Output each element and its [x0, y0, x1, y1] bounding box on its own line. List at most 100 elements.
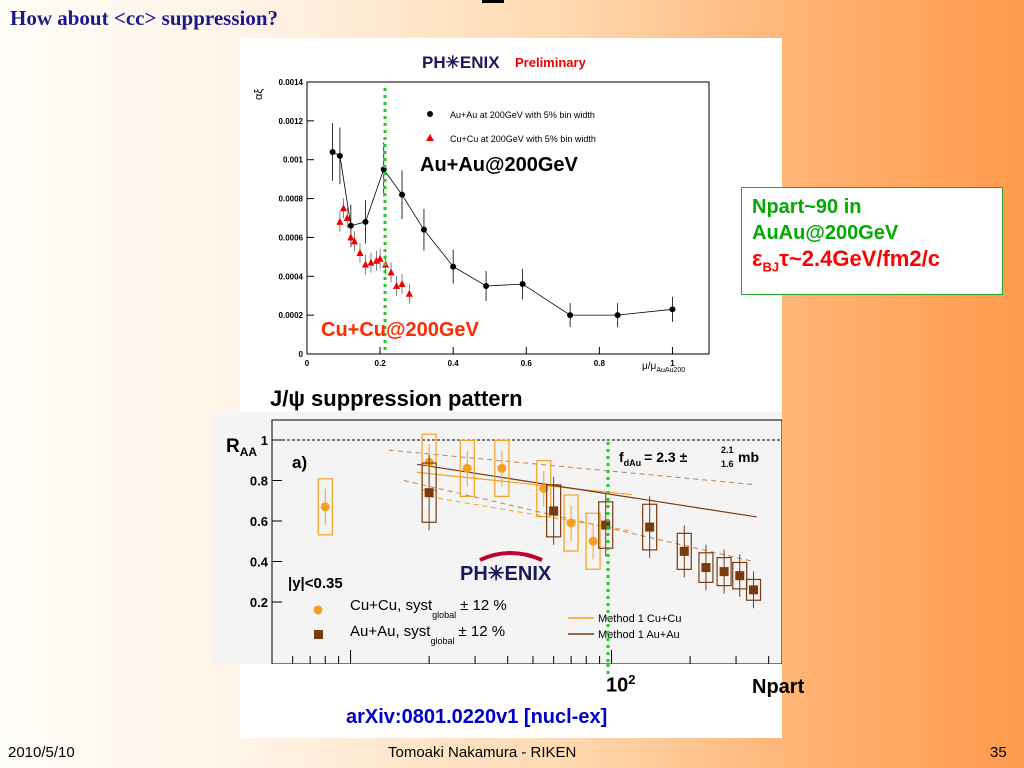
top-y-tick-label: 0.001	[283, 156, 304, 165]
top-x-ticks: 0 0.2 0.4 0.6 0.8 1	[305, 347, 675, 368]
info-line-3: εBJτ~2.4GeV/fm2/c	[752, 246, 940, 275]
arxiv-reference: arXiv:0801.0220v1 [nucl-ex]	[346, 706, 608, 728]
top-x-axis-label: μ/μAuAu200	[642, 361, 685, 374]
cucu-point	[398, 280, 406, 288]
cucu-label: Cu+Cu@200GeV	[321, 319, 479, 341]
top-x-tick-label: 0.8	[594, 359, 606, 368]
phenix-logo-bottom: PH✳ENIX	[460, 563, 552, 585]
auau-point	[614, 312, 621, 319]
x-tick-100: 102	[606, 672, 636, 697]
cucu-syst-box	[536, 459, 552, 518]
top-y-tick-label: 0.0008	[279, 195, 304, 204]
cucu-point	[497, 463, 507, 473]
rapidity-cut: |y|<0.35	[288, 575, 343, 592]
panel-label: a)	[292, 453, 307, 472]
legend-cucu-text: Cu+Cu at 200GeV with 5% bin width	[450, 134, 596, 144]
auau-point	[567, 312, 574, 319]
npart-axis-label: Npart	[752, 676, 805, 698]
top-data-series	[329, 123, 676, 328]
page-number: 35	[990, 744, 1007, 761]
bottom-y-tick-label: 0.6	[250, 514, 268, 529]
cucu-point	[387, 268, 395, 276]
section-title: J/ψ suppression pattern	[270, 386, 523, 411]
top-y-tick-label: 0	[299, 350, 304, 359]
auau-point	[424, 488, 434, 498]
preliminary-tag: Preliminary	[515, 55, 587, 70]
cucu-point	[462, 463, 472, 473]
bottom-y-axis-label: RAA	[226, 436, 257, 459]
cucu-point	[393, 282, 401, 289]
cucu-point	[566, 518, 576, 528]
cucu-point	[347, 233, 355, 241]
top-y-tick-label: 0.0004	[279, 272, 304, 281]
cucu-point	[336, 217, 344, 225]
fdau-lower: 1.6	[721, 459, 734, 469]
legend-auau-marker	[427, 111, 433, 117]
legend-cucu-marker	[426, 134, 434, 141]
auau-label: Au+Au@200GeV	[420, 154, 578, 176]
model-mid-dashed	[403, 480, 754, 562]
legend-auau-bottom: Au+Au, systglobal± 12 %	[350, 623, 505, 646]
model-curves	[388, 449, 757, 562]
auau-point	[329, 148, 336, 155]
fdau-label: fdAu = 2.3 ±	[619, 449, 688, 468]
cucu-point	[372, 256, 380, 264]
top-y-tick-label: 0.0002	[279, 311, 304, 320]
cucu-syst-box	[494, 439, 510, 497]
top-y-ticks: 0.0014 0.0012 0.001 0.0008 0.0006 0.0004 0.000…	[279, 78, 314, 359]
top-x-tick-label: 0.4	[448, 359, 460, 368]
top-plot-frame	[306, 81, 710, 355]
cucu-syst-box	[585, 512, 601, 570]
cucu-point	[320, 502, 330, 512]
method-cucu-text: Method 1 Cu+Cu	[598, 613, 681, 625]
phenix-logo-top: PH✳ENIX	[422, 53, 500, 72]
legend-cucu-marker-bottom	[313, 605, 323, 615]
cucu-point	[356, 248, 364, 256]
cucu-point	[343, 214, 351, 221]
top-y-tick-label: 0.0012	[279, 117, 304, 126]
auau-point	[399, 191, 406, 198]
auau-point	[450, 263, 457, 270]
legend-auau-text: Au+Au at 200GeV with 5% bin width	[450, 110, 595, 120]
top-x-tick-label: 0.2	[375, 359, 387, 368]
cucu-point	[340, 204, 348, 212]
cucu-point	[405, 289, 413, 297]
top-plot-panel	[240, 38, 782, 381]
bottom-data-series	[317, 433, 762, 609]
phenix-logo-arc	[479, 551, 543, 562]
top-x-tick-label: 1	[670, 359, 675, 368]
cucu-syst-box	[459, 439, 475, 497]
cucu-point	[539, 484, 549, 494]
cucu-syst-box	[563, 494, 579, 552]
alpha-xi-plot: PH✳ENIX Preliminary αξ 0.00140.00120.001…	[253, 53, 710, 374]
cucu-syst-box	[317, 478, 333, 536]
auau-point	[645, 522, 655, 532]
slide-title: How about <cc> suppression?	[10, 6, 279, 30]
auau-point	[549, 506, 559, 516]
legend-auau-marker-bottom	[314, 630, 323, 639]
npart-info-box: Npart~90 in AuAu@200GeV εBJτ~2.4GeV/fm2/…	[741, 187, 1003, 295]
cucu-point	[588, 536, 598, 546]
bottom-y-tick-label: 0.4	[250, 555, 269, 570]
info-line-1: Npart~90 in	[752, 196, 862, 218]
fdau-upper: 2.1	[721, 445, 734, 455]
cucu-point	[361, 260, 369, 268]
top-x-tick-label: 0.6	[521, 359, 533, 368]
auau-point	[483, 283, 490, 289]
auau-point	[420, 226, 427, 233]
auau-point	[519, 281, 526, 288]
legend-cucu-bottom: Cu+Cu, systglobal± 12 %	[350, 597, 507, 620]
auau-point	[719, 567, 729, 577]
bottom-y-ticks: 1 0.8 0.6 0.4 0.2	[250, 433, 282, 610]
bottom-y-tick-label: 0.8	[250, 474, 268, 489]
bottom-plot-frame	[271, 419, 782, 664]
bottom-y-tick-label: 1	[261, 433, 268, 448]
auau-point	[362, 218, 369, 225]
fdau-unit: mb	[738, 449, 759, 465]
footer-author: Tomoaki Nakamura - RIKEN	[388, 744, 577, 761]
model-upper-dashed	[388, 449, 754, 486]
top-y-tick-label: 0.0014	[279, 78, 304, 87]
bottom-x-ticks	[292, 650, 770, 664]
model-cucu-solid	[417, 471, 633, 496]
info-line-2: AuAu@200GeV	[752, 222, 899, 244]
